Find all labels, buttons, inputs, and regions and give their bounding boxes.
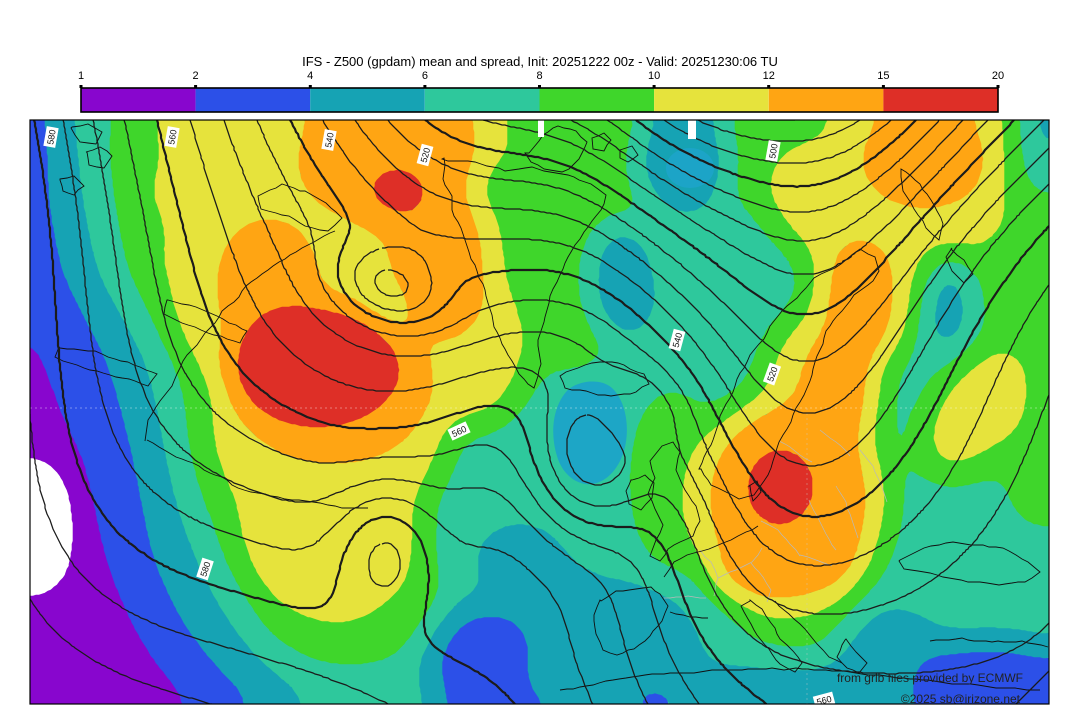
svg-text:6: 6 bbox=[422, 70, 428, 82]
svg-text:4: 4 bbox=[307, 70, 313, 82]
svg-text:15: 15 bbox=[877, 70, 889, 82]
svg-text:from grib files provided by EC: from grib files provided by ECMWF bbox=[837, 671, 1023, 685]
svg-text:1: 1 bbox=[78, 70, 84, 82]
svg-text:500: 500 bbox=[767, 143, 779, 160]
svg-text:520: 520 bbox=[419, 147, 433, 164]
svg-text:540: 540 bbox=[323, 132, 335, 149]
svg-text:20: 20 bbox=[992, 70, 1004, 82]
svg-text:10: 10 bbox=[648, 70, 660, 82]
svg-text:560: 560 bbox=[166, 129, 178, 146]
svg-text:560: 560 bbox=[816, 694, 833, 708]
svg-text:580: 580 bbox=[45, 129, 57, 146]
svg-text:580: 580 bbox=[198, 560, 212, 577]
svg-text:©2025 sb@irizone.net: ©2025 sb@irizone.net bbox=[901, 692, 1021, 706]
svg-text:2: 2 bbox=[193, 70, 199, 82]
svg-text:540: 540 bbox=[671, 332, 685, 349]
svg-text:IFS - Z500 (gpdam) mean and sp: IFS - Z500 (gpdam) mean and spread, Init… bbox=[302, 54, 778, 69]
svg-text:12: 12 bbox=[763, 70, 775, 82]
svg-text:520: 520 bbox=[765, 365, 780, 383]
svg-text:8: 8 bbox=[536, 70, 542, 82]
